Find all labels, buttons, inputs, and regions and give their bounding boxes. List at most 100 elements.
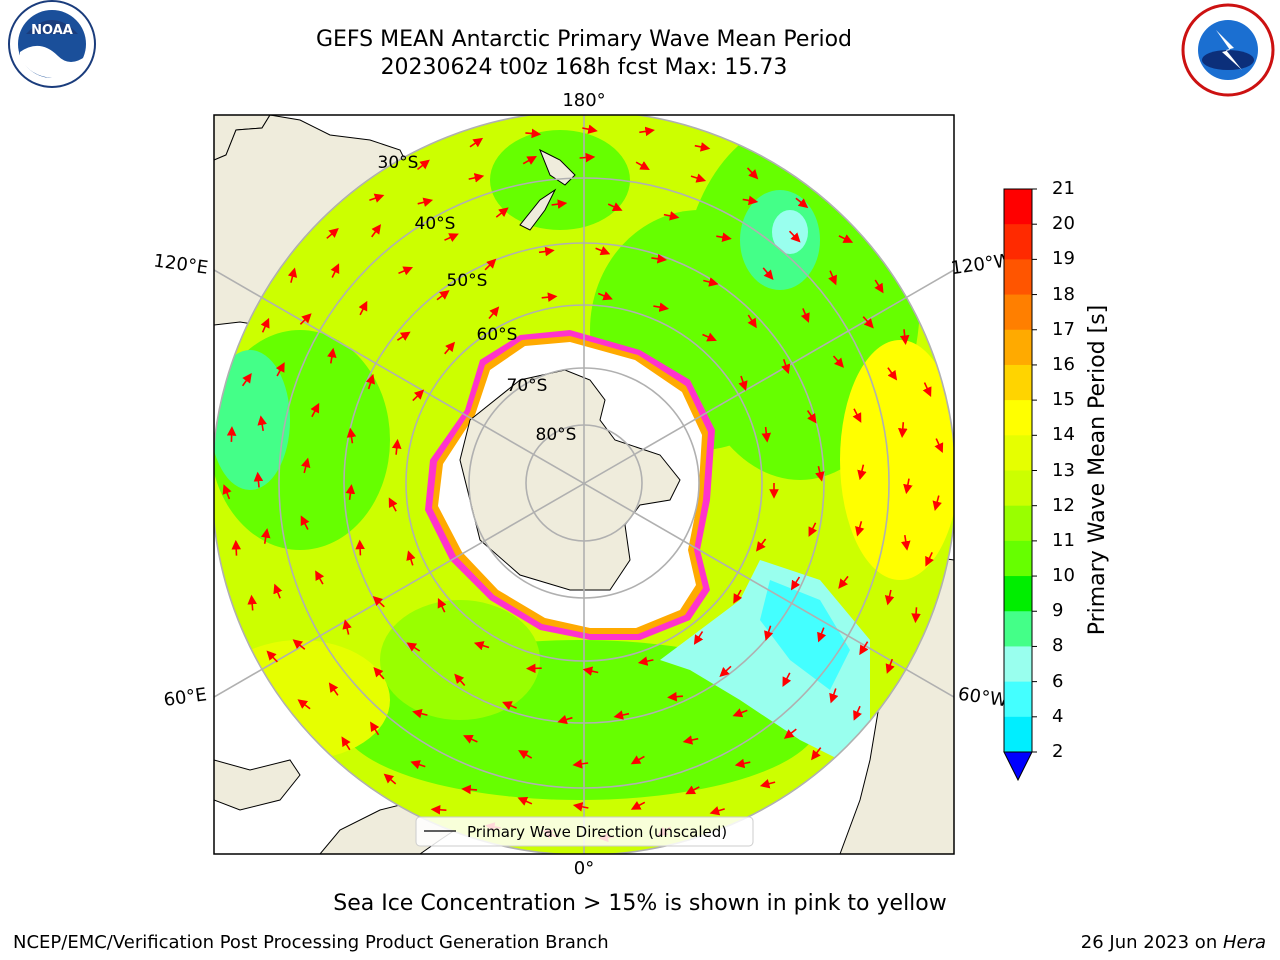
map-title: GEFS MEAN Antarctic Primary Wave Mean Pe… xyxy=(315,27,853,52)
wave-arrow xyxy=(310,402,320,418)
wave-arrow xyxy=(901,534,911,551)
wave-arrow xyxy=(755,538,767,552)
wave-arrow xyxy=(597,291,613,301)
wave-arrow xyxy=(764,625,774,641)
noaa-logo: NOAA xyxy=(8,0,96,88)
wave-arrow xyxy=(346,427,357,444)
wave-arrow xyxy=(538,246,555,257)
wave-arrow xyxy=(326,227,339,239)
wave-arrow xyxy=(437,597,447,613)
wave-arrow xyxy=(828,270,837,286)
colorbar-tick-label: 17 xyxy=(1052,318,1075,340)
lat-label-80s: 80°S xyxy=(536,425,577,445)
wave-arrow xyxy=(925,552,934,567)
wave-arrow xyxy=(613,710,630,720)
wave-arrow xyxy=(651,253,668,264)
sea-ice-note: Sea Ice Concentration > 15% is shown in … xyxy=(333,891,947,916)
wave-arrow xyxy=(781,358,791,375)
lon-label-lower-left: 60°E xyxy=(162,684,208,711)
wave-arrow xyxy=(742,195,759,206)
wave-arrow xyxy=(832,355,844,368)
wave-arrow xyxy=(315,570,325,585)
colorbar-band xyxy=(1004,716,1032,753)
colorbar xyxy=(1003,188,1037,782)
colorbar-tick-label: 13 xyxy=(1052,459,1075,481)
wave-arrow xyxy=(790,576,801,591)
colorbar-band xyxy=(1004,400,1032,436)
wave-arrow xyxy=(388,497,398,512)
wave-arrow xyxy=(922,382,932,397)
wave-arrow xyxy=(231,539,242,556)
wave-arrow xyxy=(630,755,645,765)
wave-arrow xyxy=(932,495,942,511)
svg-text:NOAA: NOAA xyxy=(31,23,73,38)
wave-arrow xyxy=(410,760,426,770)
wave-arrow xyxy=(551,199,568,209)
wave-arrow xyxy=(811,747,822,761)
colorbar-tick-label: 18 xyxy=(1052,283,1075,305)
colorbar-tick-label: 9 xyxy=(1052,600,1064,622)
footer-date-text: 26 Jun 2023 on xyxy=(1080,932,1223,953)
wave-arrow xyxy=(300,515,310,530)
lat-label-60s: 60°S xyxy=(477,325,518,345)
wave-arrow xyxy=(899,329,910,345)
colorbar-band xyxy=(1004,611,1032,647)
wave-arrow xyxy=(260,317,270,333)
wave-arrow xyxy=(663,211,680,221)
wave-arrow xyxy=(694,142,711,152)
wave-arrow xyxy=(502,701,517,711)
wave-arrow xyxy=(759,779,776,789)
colorbar-band xyxy=(1004,505,1032,542)
wave-arrow xyxy=(806,410,817,424)
wave-arrow xyxy=(572,759,589,769)
wave-arrow xyxy=(761,426,772,443)
colorbar-tick-label: 15 xyxy=(1052,389,1075,411)
colorbar-band xyxy=(1004,470,1032,507)
wave-arrow xyxy=(260,528,271,544)
wave-arrow xyxy=(817,627,827,643)
lat-label-50s: 50°S xyxy=(447,271,488,291)
footer-date: 26 Jun 2023 on Hera xyxy=(1081,932,1266,954)
wave-arrow xyxy=(412,708,428,719)
wave-arrow xyxy=(391,438,402,455)
lon-label-lower-right: 60°W xyxy=(957,684,1009,712)
wave-arrow xyxy=(885,658,895,674)
wave-arrow xyxy=(800,308,810,323)
wave-arrow xyxy=(444,341,456,355)
lon-label-top: 180° xyxy=(562,90,605,111)
wave-arrow xyxy=(297,699,311,710)
map-legend: Primary Wave Direction (unscaled) xyxy=(415,816,754,847)
wave-arrow xyxy=(857,464,867,481)
colorbar-band xyxy=(1004,259,1032,296)
wave-arrow xyxy=(253,471,264,488)
colorbar-tick-label: 10 xyxy=(1052,565,1075,587)
lon-label-bottom: 0° xyxy=(574,858,594,879)
wave-arrow xyxy=(630,801,646,810)
map-subtitle: 20230624 t00z 168h fcst Max: 15.73 xyxy=(380,55,788,80)
wave-arrow xyxy=(635,161,650,170)
wave-arrow xyxy=(355,539,365,556)
wave-arrow xyxy=(853,705,862,721)
wave-arrow xyxy=(257,415,267,432)
colorbar-tick-label: 12 xyxy=(1052,494,1075,516)
wave-arrow xyxy=(911,607,921,624)
map-frame xyxy=(213,114,955,855)
wave-arrow xyxy=(795,197,809,209)
wave-arrow xyxy=(461,784,478,795)
colorbar-band xyxy=(1004,576,1032,612)
wave-arrow xyxy=(417,197,434,207)
wave-arrow xyxy=(369,193,385,203)
wave-arrow xyxy=(522,155,537,165)
wave-arrow xyxy=(887,367,898,381)
wave-arrow xyxy=(582,666,599,676)
wave-arrow xyxy=(693,631,704,645)
colorbar-tick-label: 16 xyxy=(1052,353,1075,375)
wave-arrow xyxy=(436,290,450,301)
wave-arrow xyxy=(788,230,801,243)
colorbar-band xyxy=(1004,224,1032,260)
wave-arrow xyxy=(874,279,884,294)
wave-arrow xyxy=(398,266,414,276)
wave-arrow xyxy=(287,267,298,283)
wave-arrow xyxy=(862,316,874,329)
colorbar-tick-label: 20 xyxy=(1052,213,1075,235)
